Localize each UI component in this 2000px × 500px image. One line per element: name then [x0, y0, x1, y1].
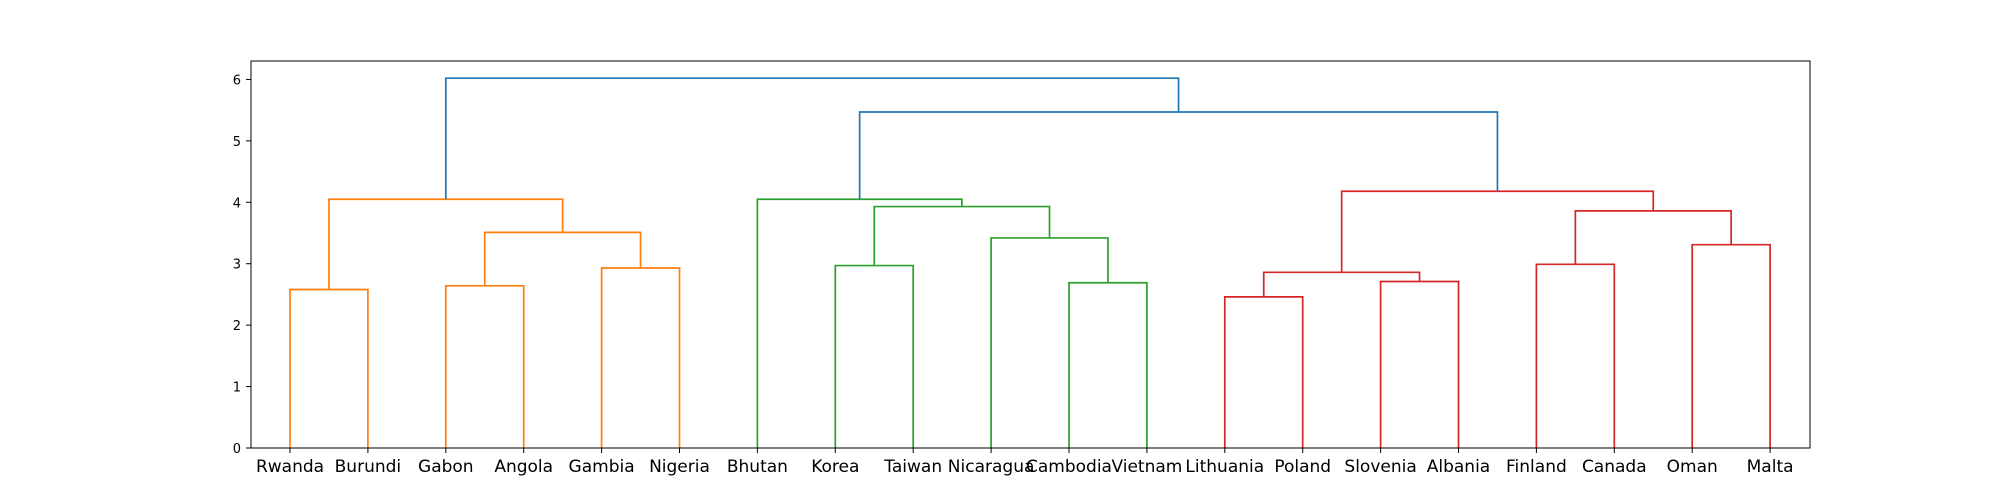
leaf-label-gabon: Gabon — [418, 457, 474, 477]
dendrogram-link-18 — [444, 77, 1180, 200]
y-tick-label-0: 0 — [233, 442, 241, 457]
dendrogram-link-3 — [483, 231, 642, 286]
leaf-label-rwanda: Rwanda — [256, 457, 324, 477]
dendrogram-link-5 — [834, 264, 915, 448]
dendrogram-link-0 — [289, 288, 369, 448]
plot-frame — [250, 60, 1811, 449]
y-tick-label-3: 3 — [233, 258, 241, 273]
leaf-label-taiwan: Taiwan — [883, 457, 942, 477]
leaf-label-malta: Malta — [1747, 457, 1794, 477]
dendrogram-link-10 — [1223, 296, 1304, 448]
y-tick-label-2: 2 — [233, 319, 241, 334]
leaf-label-korea: Korea — [811, 457, 859, 477]
leaf-label-angola: Angola — [494, 457, 553, 477]
leaf-label-finland: Finland — [1506, 457, 1567, 477]
y-axis: 0 1 2 3 4 5 6 — [233, 73, 251, 457]
dendrogram-link-8 — [873, 205, 1051, 266]
leaf-label-albania: Albania — [1427, 457, 1490, 477]
dendrogram-link-11 — [1379, 280, 1460, 448]
y-tick-label-5: 5 — [233, 135, 241, 150]
dendrogram-link-2 — [600, 267, 681, 448]
y-tick-label-4: 4 — [233, 196, 241, 211]
leaf-label-canada: Canada — [1582, 457, 1647, 477]
leaf-label-nigeria: Nigeria — [649, 457, 710, 477]
dendrogram-link-13 — [1535, 263, 1616, 448]
dendrogram-link-16 — [1340, 190, 1655, 273]
dendrogram-links — [289, 77, 1771, 448]
y-tick-label-1: 1 — [233, 381, 241, 396]
dendrogram-link-17 — [858, 111, 1499, 200]
dendrogram-link-1 — [444, 284, 525, 448]
leaf-label-poland: Poland — [1274, 457, 1331, 477]
leaf-label-nicaragua: Nicaragua — [948, 457, 1035, 477]
leaf-label-burundi: Burundi — [335, 457, 402, 477]
dendrogram-link-7 — [990, 237, 1109, 448]
dendrogram-link-15 — [1574, 210, 1732, 265]
dendrogram-link-12 — [1262, 271, 1421, 297]
leaf-label-slovenia: Slovenia — [1344, 457, 1416, 477]
y-tick-label-6: 6 — [233, 73, 241, 88]
dendrogram-link-4 — [328, 198, 564, 290]
x-axis: Rwanda Burundi Gabon Angola Gambia Nigeria Bhu… — [256, 448, 1794, 477]
leaf-label-gambia: Gambia — [569, 457, 635, 477]
leaf-label-lithuania: Lithuania — [1185, 457, 1264, 477]
dendrogram-link-9 — [756, 198, 963, 448]
leaf-label-cambodia: Cambodia — [1026, 457, 1112, 477]
dendrogram-link-14 — [1691, 243, 1771, 448]
dendrogram-link-6 — [1068, 281, 1148, 448]
leaf-label-oman: Oman — [1667, 457, 1718, 477]
leaf-label-bhutan: Bhutan — [727, 457, 788, 477]
leaf-label-vietnam: Vietnam — [1111, 457, 1182, 477]
